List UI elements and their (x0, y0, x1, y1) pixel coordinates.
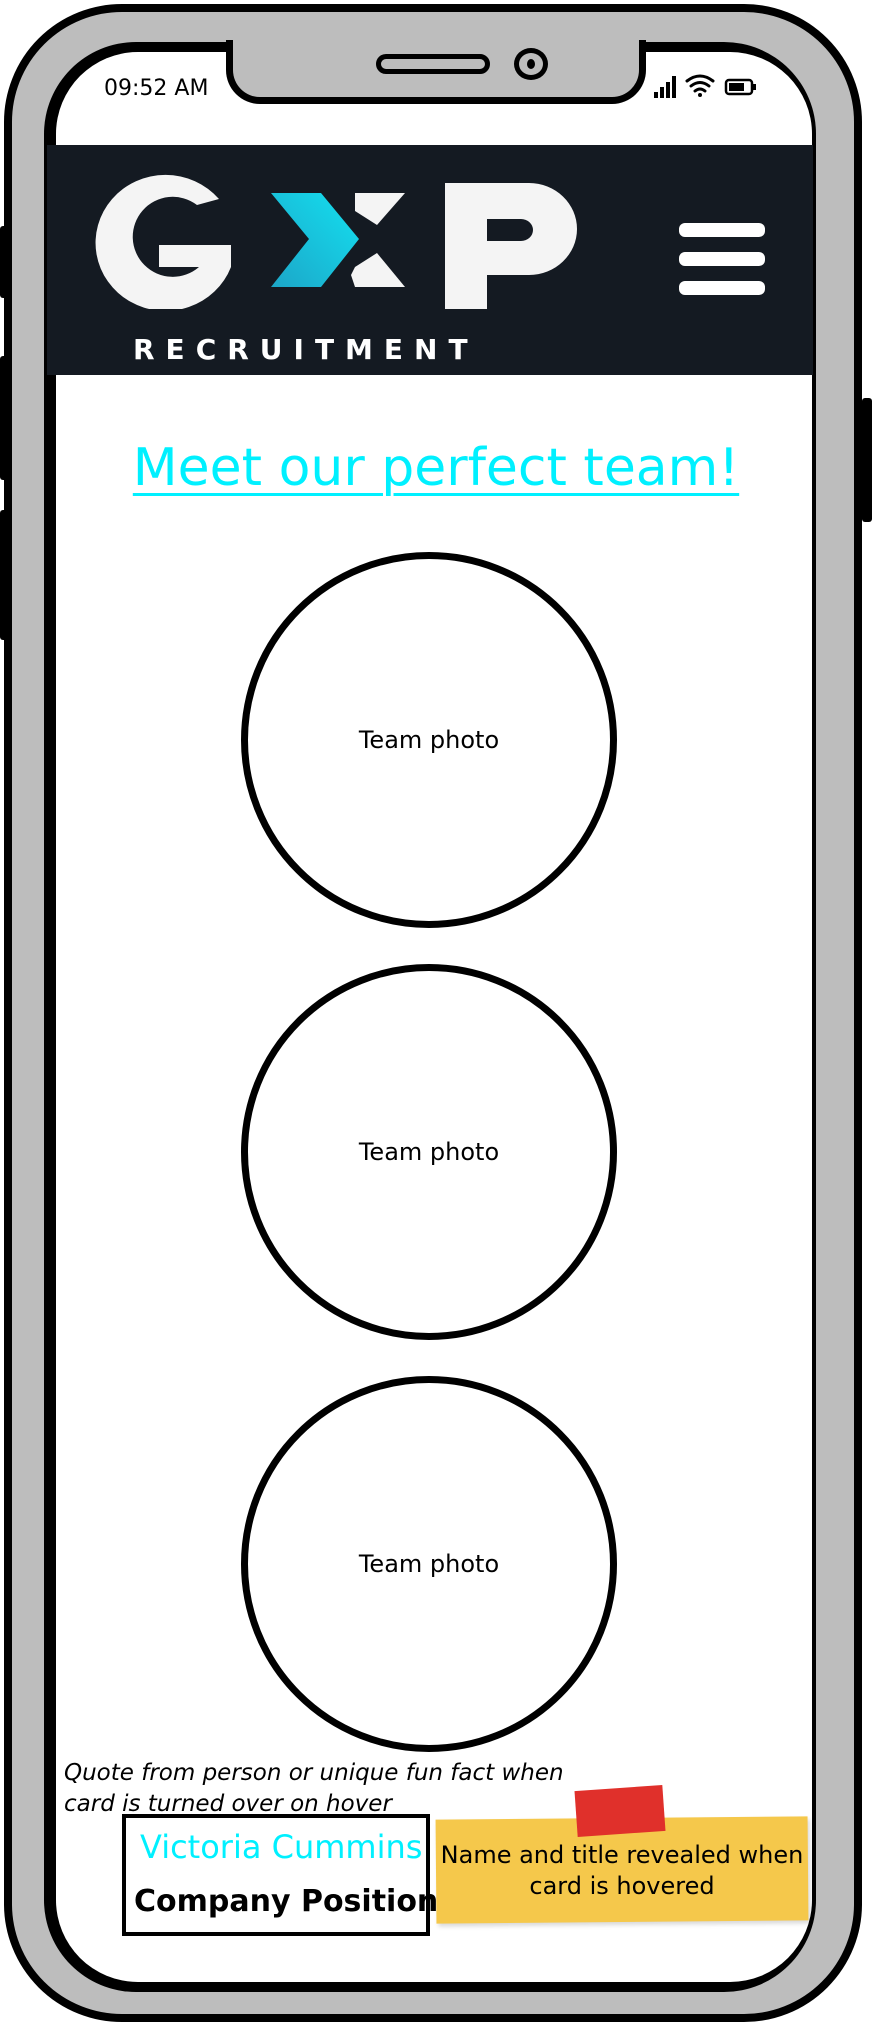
page-headline[interactable]: Meet our perfect team! (132, 438, 740, 498)
side-button-power (862, 398, 872, 522)
team-photo-card-1[interactable]: Team photo (241, 552, 617, 928)
side-button-volume-down (0, 510, 10, 640)
tape-icon (574, 1784, 666, 1838)
gxp-logo[interactable] (59, 159, 599, 309)
logo-subtitle: RECRUITMENT (133, 333, 479, 366)
front-camera (514, 48, 548, 80)
sticky-note-text: Name and title revealed when card is hov… (440, 1841, 804, 1900)
team-photo-label: Team photo (358, 1138, 500, 1166)
status-time: 09:52 AM (104, 76, 209, 101)
name-card-example: Victoria Cummins Company Position (122, 1814, 438, 1936)
team-photo-label: Team photo (358, 726, 500, 754)
wifi-icon (685, 74, 715, 97)
side-button-volume-up (0, 356, 10, 480)
signal-icon (654, 76, 676, 98)
speaker (376, 54, 490, 74)
site-header: RECRUITMENT (47, 145, 813, 375)
card-position: Company Position (134, 1884, 439, 1919)
quote-annotation: Quote from person or unique fun fact whe… (64, 1760, 564, 1817)
team-photo-card-2[interactable]: Team photo (241, 964, 617, 1340)
card-name: Victoria Cummins (140, 1828, 423, 1866)
team-photo-label: Team photo (358, 1550, 500, 1578)
battery-icon (724, 78, 756, 96)
team-photo-card-3[interactable]: Team photo (241, 1376, 617, 1752)
status-icons (650, 70, 770, 100)
hamburger-menu-icon[interactable] (679, 223, 765, 295)
side-button-mute (0, 226, 10, 298)
